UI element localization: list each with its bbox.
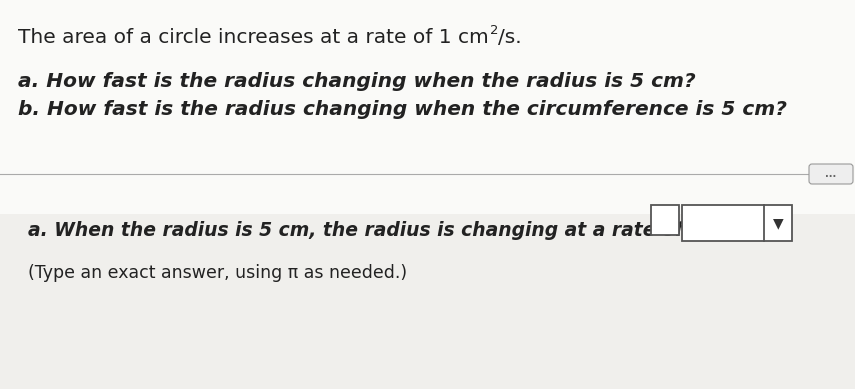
Text: The area of a circle increases at a rate of 1 cm: The area of a circle increases at a rate…	[18, 28, 489, 47]
FancyBboxPatch shape	[682, 205, 792, 241]
Bar	[0, 214, 855, 389]
Text: 2: 2	[490, 24, 498, 37]
Text: (Type an exact answer, using π as needed.): (Type an exact answer, using π as needed…	[28, 264, 407, 282]
Text: a. How fast is the radius changing when the radius is 5 cm?: a. How fast is the radius changing when …	[18, 72, 696, 91]
Text: ...: ...	[825, 169, 837, 179]
FancyBboxPatch shape	[651, 205, 679, 235]
Text: ▼: ▼	[773, 216, 783, 230]
Text: b. How fast is the radius changing when the circumference is 5 cm?: b. How fast is the radius changing when …	[18, 100, 787, 119]
FancyBboxPatch shape	[809, 164, 853, 184]
Text: /s.: /s.	[498, 28, 522, 47]
Bar	[0, 0, 855, 214]
Text: a. When the radius is 5 cm, the radius is changing at a rate of: a. When the radius is 5 cm, the radius i…	[28, 221, 683, 240]
